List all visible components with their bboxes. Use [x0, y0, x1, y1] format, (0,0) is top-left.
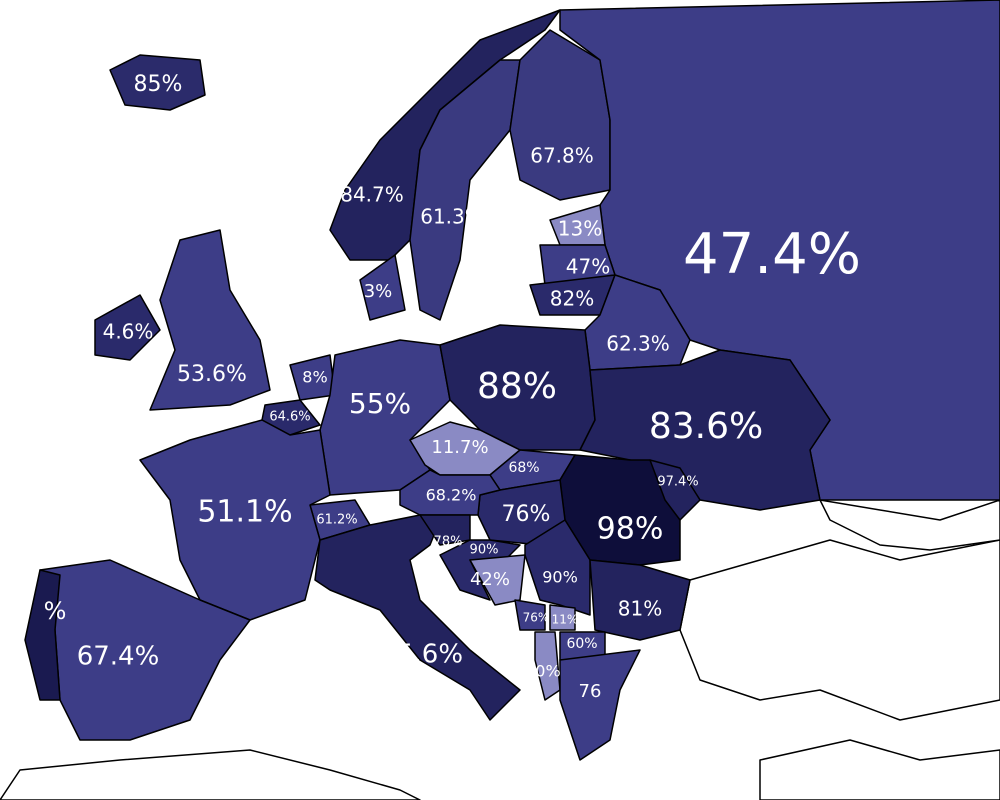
region-label: 76%: [502, 502, 551, 527]
region: [359, 254, 406, 321]
region-label: 97.4%: [657, 475, 698, 490]
region-label: 47%: [566, 255, 610, 279]
region-label: 62.3%: [606, 332, 670, 356]
region-label: 68.2%: [426, 486, 477, 505]
region: [579, 349, 831, 511]
region-label: 47.4%: [683, 222, 861, 287]
region-label: 5.6%: [397, 640, 463, 670]
region-label: 83.6%: [649, 406, 763, 447]
region: [149, 229, 271, 411]
region-label: 90%: [470, 543, 499, 558]
region: [549, 604, 576, 631]
region-label: 51.1%: [197, 495, 292, 530]
region: [139, 419, 331, 621]
region-label: 61.3%: [420, 205, 484, 229]
region: [559, 649, 641, 761]
region: [514, 599, 546, 631]
region-label: 3%: [364, 281, 393, 302]
region-label: 90%: [542, 568, 578, 587]
region-label: 88%: [477, 366, 557, 407]
region-label: 53.6%: [177, 362, 247, 387]
region-label: 78%: [434, 535, 463, 550]
non-data-land: [0, 749, 421, 800]
region-label: 82%: [550, 287, 594, 311]
region-label: 85%: [134, 72, 183, 97]
region: [589, 559, 691, 641]
region-label: 76: [579, 681, 602, 702]
region-label: 4.6%: [103, 320, 154, 344]
region-label: 76%: [523, 611, 550, 625]
region-label: 55%: [349, 387, 411, 420]
region-label: 8%: [302, 368, 327, 387]
region-label: 81%: [618, 597, 662, 621]
non-data-land: [679, 539, 1000, 721]
region: [109, 54, 206, 111]
region-label: 68%: [508, 460, 539, 476]
region-label: 42%: [470, 569, 510, 590]
region-label: 67.8%: [530, 144, 594, 168]
region-label: 13%: [558, 217, 602, 241]
region: [24, 569, 61, 701]
region: [261, 399, 321, 436]
region-label: 98%: [597, 512, 664, 547]
region-label: 60%: [566, 636, 597, 652]
region-label: 11.7%: [431, 437, 488, 458]
region-label: 61.2%: [316, 513, 357, 528]
region: [399, 469, 501, 516]
region-label: 64.6%: [269, 410, 310, 425]
region-label: %: [44, 597, 67, 625]
region-label: 67.4%: [77, 642, 160, 672]
region: [94, 294, 161, 361]
region-label: 84.7%: [340, 183, 404, 207]
region: [469, 554, 526, 606]
region-label: 0%: [535, 662, 560, 681]
region: [534, 631, 561, 701]
non-data-land: [819, 499, 1000, 551]
non-data-land: [759, 739, 1000, 800]
region-label: 11%: [552, 613, 579, 627]
